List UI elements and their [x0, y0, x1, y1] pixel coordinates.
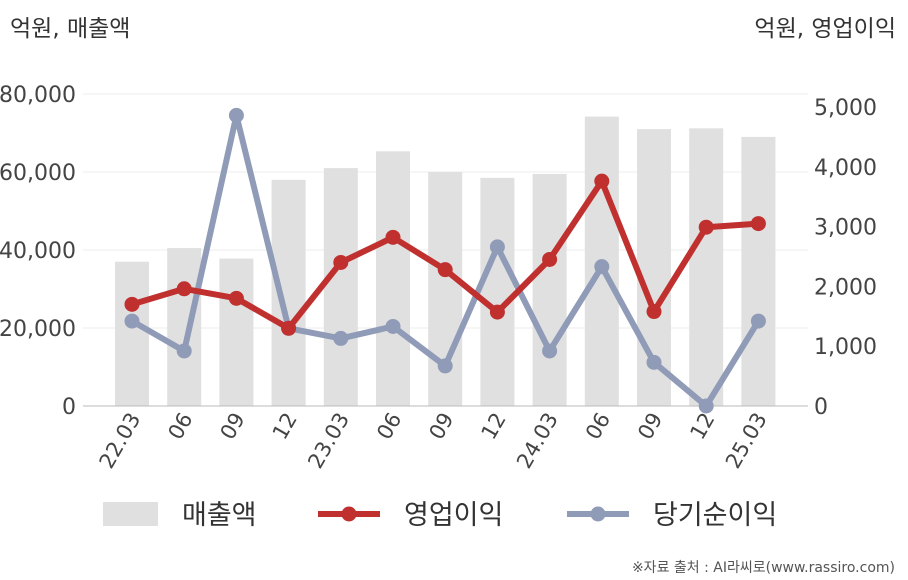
- revenue-bar: [376, 151, 410, 406]
- x-tick-label: 12: [685, 409, 719, 444]
- x-tick-label: 23.03: [303, 409, 354, 473]
- revenue-bar: [689, 128, 724, 406]
- legend-label-net: 당기순이익: [653, 500, 777, 531]
- revenue-bar: [115, 261, 149, 406]
- series-point: [646, 354, 662, 370]
- x-tick-label: 06: [372, 409, 406, 444]
- x-tick-label: 06: [581, 409, 615, 444]
- x-tick-label: 22.03: [94, 409, 145, 473]
- right-axis-ticks: 0 1,000 2,000 3,000 4,000 5,000: [814, 96, 877, 420]
- series-point: [228, 107, 244, 123]
- source-note: ※자료 출처 : AI라씨로(www.rassiro.com): [632, 560, 895, 576]
- series-point: [333, 330, 349, 346]
- right-tick-label: 1,000: [814, 335, 877, 360]
- x-tick-label: 25.03: [721, 409, 772, 473]
- x-tick-label: 12: [268, 409, 302, 444]
- x-tick-label: 24.03: [512, 409, 563, 473]
- right-axis-unit: 억원, 영업이익: [754, 16, 896, 42]
- revenue-bar: [219, 258, 254, 406]
- x-tick-label: 09: [633, 409, 667, 444]
- left-axis-unit: 억원, 매출액: [10, 16, 130, 42]
- left-tick-label: 60,000: [0, 161, 76, 186]
- legend-label-revenue: 매출액: [182, 500, 257, 531]
- series-point: [281, 320, 297, 336]
- revenue-bar: [741, 136, 776, 406]
- series-point: [124, 313, 140, 329]
- legend-label-operating: 영업이익: [404, 500, 503, 531]
- left-tick-label: 40,000: [0, 239, 76, 264]
- series-point: [385, 318, 401, 334]
- revenue-bar: [167, 248, 202, 406]
- series-point: [750, 313, 766, 329]
- right-tick-label: 0: [814, 395, 828, 420]
- legend-marker-operating: [341, 506, 357, 522]
- series-point: [698, 219, 714, 235]
- revenue-bar: [480, 177, 515, 406]
- series-point: [176, 343, 192, 359]
- series-point: [489, 239, 505, 255]
- series-point: [542, 343, 558, 359]
- left-tick-label: 80,000: [0, 83, 76, 108]
- series-point: [176, 281, 192, 297]
- right-tick-label: 2,000: [814, 275, 877, 300]
- series-operating-profit: [124, 173, 766, 336]
- right-tick-label: 3,000: [814, 216, 877, 241]
- right-tick-label: 5,000: [814, 96, 877, 121]
- revenue-bar: [323, 168, 358, 406]
- series-point: [385, 229, 401, 245]
- x-axis-ticks: 22.03 06 09 12 23.03 06 09 12 24.03 06 09 12 25.03: [94, 409, 771, 473]
- left-tick-label: 0: [62, 395, 76, 420]
- revenue-bar: [271, 179, 306, 406]
- legend: 매출액 영업이익 당기순이익: [103, 500, 777, 531]
- x-tick-label: 06: [163, 409, 197, 444]
- legend-marker-net: [590, 506, 606, 522]
- x-tick-label: 09: [424, 409, 458, 444]
- series-point: [594, 259, 610, 275]
- left-axis-ticks: 0 20,000 40,000 60,000 80,000: [0, 83, 76, 420]
- x-tick-label: 09: [216, 409, 250, 444]
- legend-swatch-revenue: [103, 502, 158, 526]
- right-tick-label: 4,000: [814, 156, 877, 181]
- series-point: [750, 216, 766, 232]
- profit-lines: [124, 107, 766, 414]
- series-point: [333, 254, 349, 270]
- series-point: [437, 358, 453, 374]
- series-point: [698, 398, 714, 414]
- series-point: [594, 173, 610, 189]
- series-point: [124, 296, 140, 312]
- left-tick-label: 20,000: [0, 317, 76, 342]
- revenue-bar: [532, 173, 567, 406]
- series-point: [437, 262, 453, 278]
- series-point: [489, 304, 505, 320]
- series-point: [228, 290, 244, 306]
- series-point: [542, 251, 558, 267]
- series-point: [646, 304, 662, 320]
- x-tick-label: 12: [477, 409, 511, 444]
